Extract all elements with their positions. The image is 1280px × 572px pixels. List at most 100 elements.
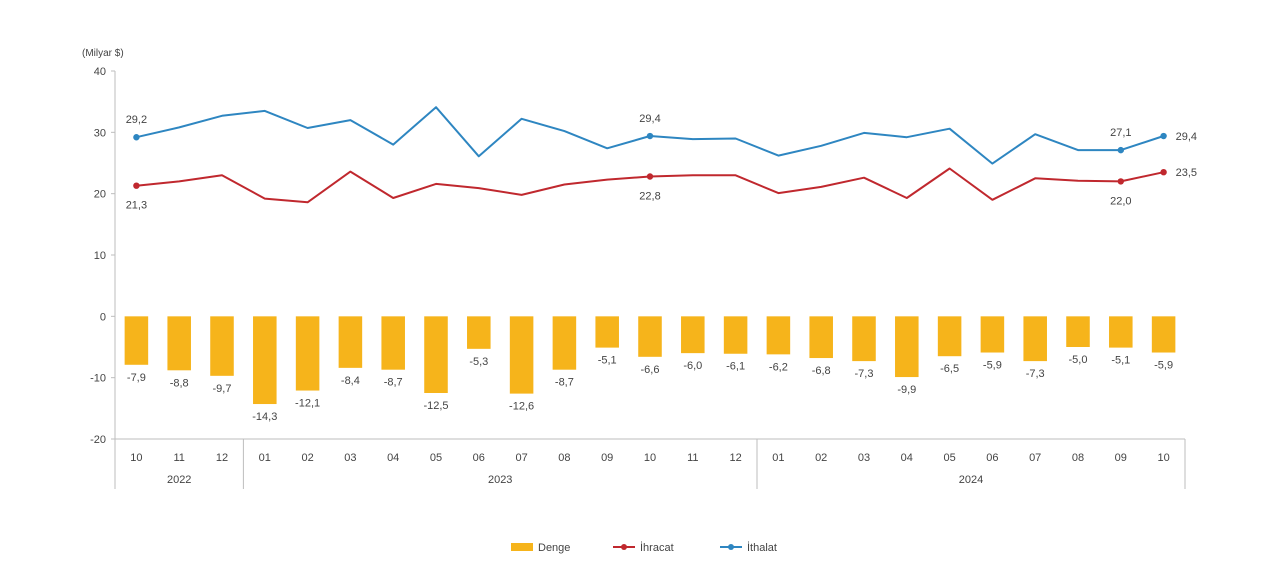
denge-bar (1109, 316, 1133, 348)
denge-bar (937, 316, 962, 357)
legend-marker-ihracat (621, 544, 627, 550)
x-tick-label: 04 (901, 452, 913, 464)
x-tick-label: 09 (601, 452, 613, 464)
denge-bar (381, 316, 405, 370)
denge-bar (253, 316, 277, 405)
x-tick-label: 01 (772, 452, 784, 464)
denge-bar-label: -6,6 (641, 364, 660, 376)
x-tick-label: 10 (644, 452, 656, 464)
x-tick-label: 11 (173, 452, 184, 464)
y-axis-unit-label: (Milyar $) (82, 48, 124, 59)
ihracat-annotation: 21,3 (126, 200, 147, 212)
denge-bar (509, 316, 534, 394)
ihracat-annotation: 22,0 (1110, 195, 1131, 207)
denge-bar (681, 316, 705, 354)
denge-bar (552, 316, 577, 370)
denge-bar-label: -8,7 (384, 377, 403, 389)
x-tick-label: 03 (344, 452, 356, 464)
legend-label-ithalat: İthalat (747, 541, 777, 554)
denge-bar (1066, 316, 1090, 347)
ihracat-annotation: 23,5 (1176, 167, 1197, 179)
x-tick-label: 06 (473, 452, 485, 464)
x-tick-label: 03 (858, 452, 870, 464)
y-tick-label: 10 (94, 250, 106, 262)
ithalat-annotation: 29,4 (1176, 131, 1197, 143)
denge-bar-label: -8,4 (341, 375, 360, 387)
denge-bar (852, 316, 876, 362)
denge-bar-label: -6,8 (812, 365, 831, 377)
denge-bar (295, 316, 320, 391)
x-tick-label: 12 (729, 452, 741, 464)
denge-bar (1023, 316, 1047, 362)
x-tick-label: 04 (387, 452, 399, 464)
denge-bar-label: -5,0 (1069, 354, 1088, 366)
ihracat-marker (133, 182, 140, 189)
year-label: 2024 (959, 474, 983, 486)
denge-bar (595, 316, 619, 348)
denge-bar (338, 316, 363, 368)
x-tick-label: 01 (259, 452, 271, 464)
x-tick-label: 07 (1029, 452, 1041, 464)
denge-bar (638, 316, 662, 357)
x-axis: 10 11 12 01 02 03 04 05 06 07 08 09 10 11 12 01 02 03 04 05… (114, 438, 1186, 489)
denge-bar-label: -6,0 (683, 360, 702, 372)
denge-bar (766, 316, 791, 355)
y-axis: 40 30 20 10 0 -10 -20 (90, 66, 116, 446)
x-tick-label: 05 (430, 452, 442, 464)
denge-bar-label: -6,1 (726, 361, 745, 373)
y-tick-label: 0 (100, 311, 106, 323)
denge-bar (424, 316, 448, 393)
y-tick-label: -10 (90, 373, 106, 385)
denge-bar-label: -7,3 (855, 368, 874, 380)
denge-bar (809, 316, 833, 359)
legend-label-ihracat: İhracat (640, 541, 674, 554)
denge-bar-label: -8,8 (170, 377, 189, 389)
denge-bar-label: -5,9 (983, 360, 1002, 372)
y-tick-label: -20 (90, 434, 106, 446)
ithalat-marker (1117, 146, 1125, 154)
x-tick-label: 02 (815, 452, 827, 464)
year-label: 2023 (488, 474, 512, 486)
denge-bar-label: -12,6 (509, 401, 534, 413)
series-lines (133, 106, 1167, 204)
denge-bar (895, 316, 919, 378)
x-tick-label: 11 (687, 452, 698, 464)
x-tick-label: 07 (515, 452, 527, 464)
y-tick-label: 20 (94, 189, 106, 201)
ithalat-marker (133, 134, 140, 141)
year-label: 2022 (167, 474, 191, 486)
denge-bar-label: -14,3 (252, 411, 277, 423)
ihracat-annotation: 22,8 (639, 190, 660, 202)
x-tick-label: 08 (1072, 452, 1084, 464)
denge-bar-label: -7,3 (1026, 368, 1045, 380)
x-tick-label: 10 (1157, 452, 1169, 464)
denge-bar (980, 316, 1005, 353)
y-tick-label: 40 (94, 66, 106, 78)
denge-bar-label: -6,2 (769, 361, 788, 373)
denge-bar-labels: -7,9 -8,8 -9,7 -14,3 -12,1 -8,4 -8,7 -12,5 -5,3 -… (127, 354, 1173, 423)
denge-bar-label: -5,3 (469, 356, 488, 368)
ihracat-marker (646, 173, 654, 180)
ihracat-marker (1117, 178, 1125, 185)
denge-bar-label: -6,5 (940, 363, 959, 375)
ithalat-marker (646, 132, 654, 140)
ithalat-annotation: 29,4 (639, 113, 660, 125)
denge-bar (723, 316, 748, 354)
x-tick-label: 12 (216, 452, 228, 464)
denge-bars (124, 316, 1176, 405)
legend-swatch-denge (511, 543, 533, 551)
denge-bar-label: -12,5 (423, 400, 448, 412)
denge-bar (1151, 316, 1176, 353)
x-tick-label: 05 (943, 452, 955, 464)
denge-bar-label: -7,9 (127, 372, 146, 384)
denge-bar-label: -5,1 (1111, 355, 1130, 367)
ithalat-marker (1160, 132, 1167, 140)
x-tick-label: 02 (301, 452, 313, 464)
x-tick-label: 10 (130, 452, 142, 464)
denge-bar-label: -8,7 (555, 377, 574, 389)
denge-bar-label: -5,9 (1154, 360, 1173, 372)
denge-bar (124, 316, 149, 365)
denge-bar (467, 316, 491, 349)
denge-bar-label: -12,1 (295, 398, 320, 410)
